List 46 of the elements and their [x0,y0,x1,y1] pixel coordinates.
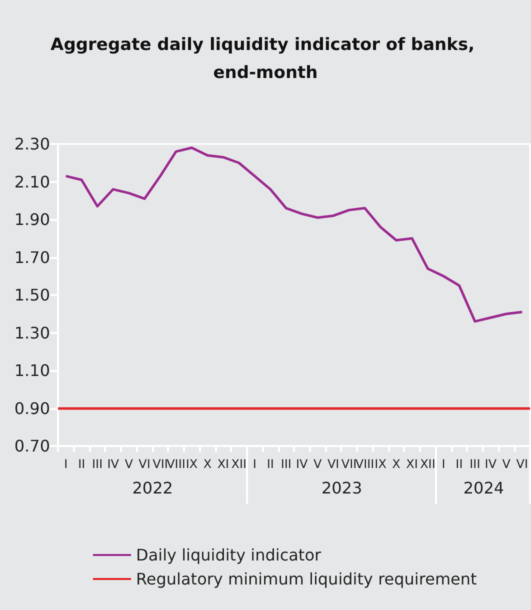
y-tick-label: 1.70 [14,248,50,267]
y-tick-label: 1.90 [14,210,50,229]
legend-label: Regulatory minimum liquidity requirement [136,570,477,588]
x-tick-label: IV [296,457,309,471]
x-tick-label: II [456,457,463,471]
line-series [64,146,524,323]
y-tick-label: 1.30 [14,323,50,342]
text: 2022 [132,478,173,498]
x-tick-label: VI [327,457,340,471]
x-tick-label: V [502,457,512,471]
x-tick-label: I [442,457,446,471]
chart-title: Aggregate daily liquidity indicator of banks, end-month [50,35,480,83]
x-tick-label: V [313,457,322,471]
x-tick-label: XII [231,457,247,471]
x-tick-label: VII [341,457,357,471]
x-tick-label: III [280,457,292,471]
x-tick-label: X [203,457,212,471]
y-tick-label: 2.10 [14,172,50,192]
y-tick-label: 0.70 [14,436,50,456]
y-tick-label: 2.30 [14,134,50,154]
x-tick-label: XII [420,457,436,471]
x-tick-label: III [92,457,103,471]
y-tick-label: 1.10 [14,361,50,380]
legend-label: Daily liquidity indicator [136,546,322,564]
x-tick-label: VII [152,457,168,471]
x-tick-label: IX [374,457,386,471]
text: 2023 [321,478,362,498]
x-tick-label: XI [217,457,230,471]
x-tick-label: XI [406,457,418,471]
x-tick-label: IX [186,457,198,471]
y-tick-label: 0.90 [14,398,50,418]
x-tick-label: III [470,457,480,471]
y-tick-label: 1.50 [14,286,50,304]
x-tick-label: VIII [166,457,186,471]
x-tick-label: IV [484,457,498,471]
x-tick-label: VI [516,457,528,471]
text: 2024 [463,478,504,498]
x-tick-label: I [252,457,256,471]
x-tick-label: II [78,457,86,471]
x-tick-label: I [64,457,68,471]
x-tick-label: II [266,457,274,471]
x-tick-label: V [124,457,134,471]
x-tick-label: VIII [355,457,374,471]
x-tick-label: X [392,457,400,471]
x-tick-label: IV [107,457,120,471]
x-tick-label: VI [138,457,150,471]
